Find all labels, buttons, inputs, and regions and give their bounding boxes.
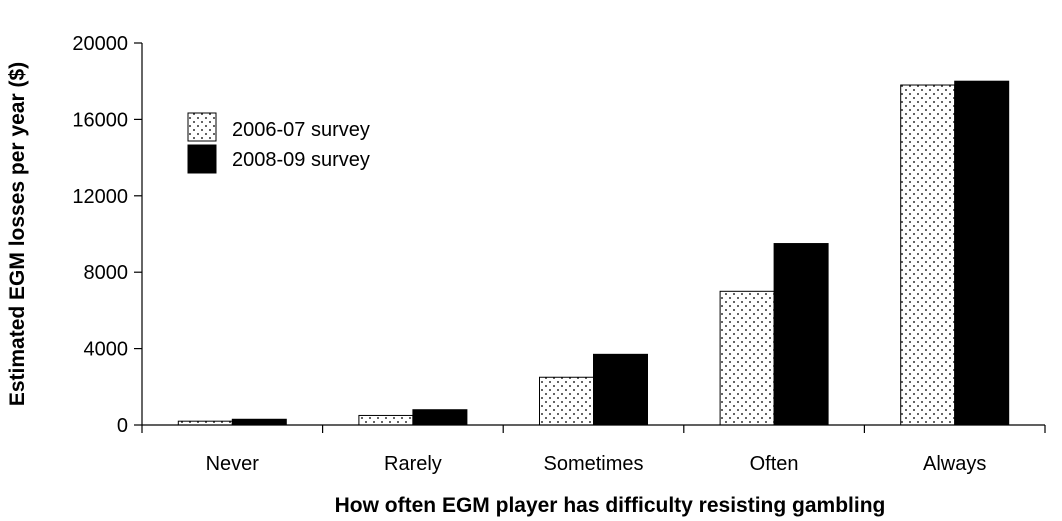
y-tick-label: 4000 [84, 339, 129, 361]
x-ticks: Never Rarely Sometimes Often Always [141, 425, 1046, 475]
x-tick-label-never: Never [206, 453, 260, 475]
bar-often-2008-09 [773, 243, 829, 426]
y-tick-label: 12000 [72, 186, 128, 208]
y-tick-label: 8000 [84, 262, 129, 284]
legend-swatch-2008-09 [187, 144, 217, 174]
y-axis-title: Estimated EGM losses per year ($) [6, 62, 29, 406]
bar-sometimes-2006-07 [539, 376, 594, 426]
bars [177, 80, 1010, 426]
x-tick-label-often: Often [750, 453, 799, 475]
bar-rarely-2006-07 [358, 414, 414, 426]
x-tick-label-sometimes: Sometimes [543, 453, 643, 475]
bar-always-2006-07 [900, 84, 956, 426]
legend-label-2008-09: 2008-09 survey [232, 149, 370, 171]
y-tick-label: 20000 [72, 33, 128, 55]
bar-never-2008-09 [231, 418, 287, 426]
x-axis-title: How often EGM player has difficulty resi… [335, 494, 886, 517]
bar-rarely-2008-09 [412, 409, 468, 426]
y-tick-label: 0 [117, 415, 128, 437]
legend: 2006-07 survey 2008-09 survey [187, 112, 370, 174]
legend-swatch-2006-07 [187, 112, 217, 142]
bar-always-2008-09 [954, 80, 1010, 426]
plot-area: 0 4000 8000 12000 16000 20000 Never Rarely Some… [72, 33, 1046, 475]
legend-label-2006-07: 2006-07 survey [232, 119, 370, 141]
x-tick-label-always: Always [923, 453, 986, 475]
y-tick-label: 16000 [72, 109, 128, 131]
y-ticks: 0 4000 8000 12000 16000 20000 [72, 33, 142, 437]
bar-sometimes-2008-09 [593, 353, 648, 426]
x-tick-label-rarely: Rarely [384, 453, 442, 475]
bar-often-2006-07 [719, 290, 775, 426]
